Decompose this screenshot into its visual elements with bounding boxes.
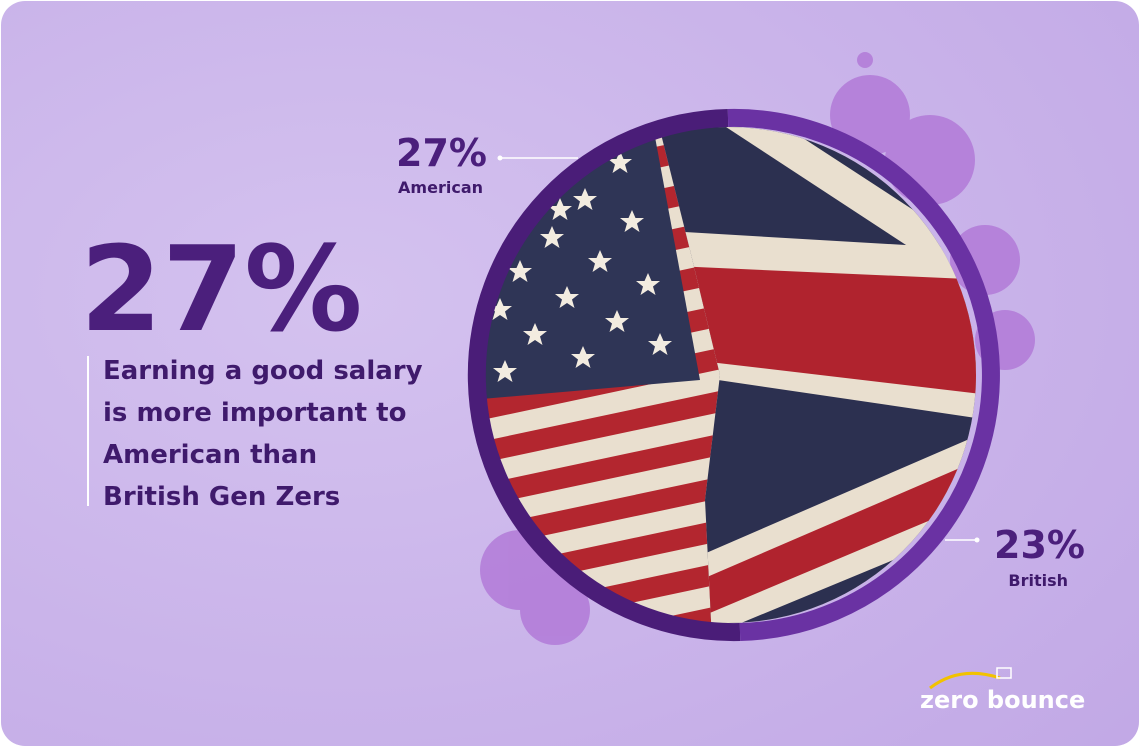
ring-light <box>727 108 1001 641</box>
splotch <box>520 575 590 645</box>
ring-dark <box>467 109 741 642</box>
logo: zero bounce <box>920 686 1085 714</box>
description-line: Earning a good salary <box>103 356 423 386</box>
uk-diagonal <box>700 127 976 300</box>
logo-swoosh <box>929 671 1001 690</box>
description: Earning a good salary is more important … <box>103 356 423 512</box>
callout-dot <box>497 155 503 161</box>
callout-label: British <box>1008 571 1068 590</box>
description-line: British Gen Zers <box>103 482 340 512</box>
headline-value: 27% <box>80 220 362 358</box>
callout-dot <box>974 537 980 543</box>
splotch <box>885 115 975 205</box>
uk-cross <box>655 265 976 395</box>
description-line: is more important to <box>103 398 406 428</box>
description-line: American than <box>103 440 317 470</box>
splotch <box>857 52 873 68</box>
callout-label: American <box>398 178 483 197</box>
us-stripe <box>480 374 720 478</box>
logo-envelope <box>996 667 1012 679</box>
uk-diagonal-red <box>700 455 976 615</box>
callout-value: 27% <box>396 131 487 175</box>
splotch <box>830 75 910 155</box>
callout-value: 23% <box>994 523 1085 567</box>
